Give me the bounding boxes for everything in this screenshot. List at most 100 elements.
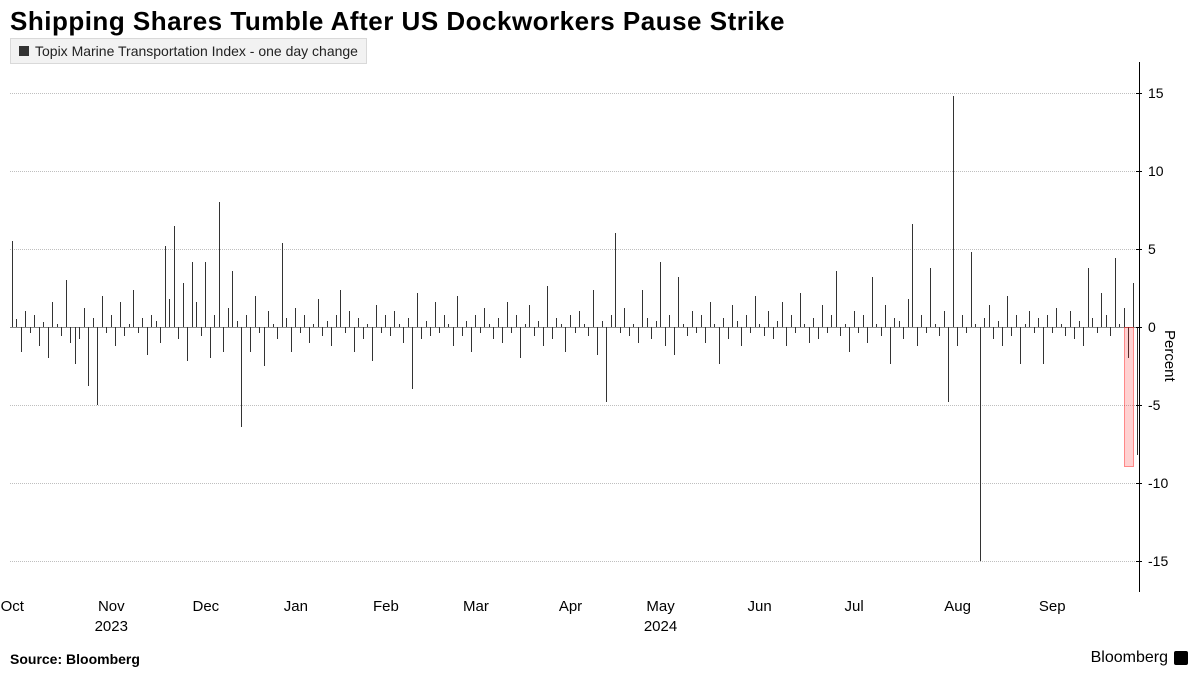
data-bar: [899, 321, 900, 327]
data-bar: [962, 315, 963, 327]
data-bar: [809, 327, 810, 343]
data-bar: [719, 327, 720, 364]
data-bar: [1079, 321, 1080, 327]
data-bar: [403, 327, 404, 343]
x-tick-label: Oct: [1, 598, 24, 615]
gridline: [10, 405, 1139, 406]
data-bar: [710, 302, 711, 327]
data-bar: [223, 327, 224, 352]
data-bar: [1038, 318, 1039, 327]
data-bar: [984, 318, 985, 327]
y-tick-label: -15: [1148, 553, 1168, 569]
data-bar: [714, 324, 715, 327]
data-bar: [552, 327, 553, 339]
data-bar: [295, 308, 296, 327]
data-bar: [953, 96, 954, 327]
data-bar: [701, 315, 702, 327]
data-bar: [457, 296, 458, 327]
x-tick-label: Apr: [559, 598, 582, 615]
data-bar: [160, 327, 161, 343]
data-bar: [683, 324, 684, 327]
data-bar: [975, 324, 976, 327]
y-tick-label: -5: [1148, 397, 1160, 413]
data-bar: [1097, 327, 1098, 333]
data-bar: [358, 318, 359, 327]
source-text: Source: Bloomberg: [10, 651, 140, 667]
data-bar: [1029, 311, 1030, 327]
data-bar: [822, 305, 823, 327]
data-bar: [1092, 318, 1093, 327]
data-bar: [971, 252, 972, 327]
data-bar: [1043, 327, 1044, 364]
data-bar: [498, 318, 499, 327]
data-bar: [448, 324, 449, 327]
data-bar: [309, 327, 310, 343]
data-bar: [602, 321, 603, 327]
data-bar: [493, 327, 494, 339]
data-bar: [399, 324, 400, 327]
data-bar: [1083, 327, 1084, 346]
data-bar: [16, 319, 17, 327]
data-bar: [723, 318, 724, 327]
data-bar: [331, 327, 332, 346]
data-bar: [944, 311, 945, 327]
data-bar: [147, 327, 148, 355]
data-bar: [827, 327, 828, 333]
data-bar: [831, 315, 832, 327]
data-bar: [174, 226, 175, 327]
x-tick-label: Nov: [98, 598, 125, 615]
data-bar: [1119, 324, 1120, 327]
y-tick: [1136, 249, 1142, 250]
data-bar: [196, 302, 197, 327]
data-bar: [502, 327, 503, 343]
data-bar: [795, 327, 796, 333]
data-bar: [764, 327, 765, 336]
data-bar: [759, 324, 760, 327]
data-bar: [412, 327, 413, 389]
data-bar: [435, 302, 436, 327]
data-bar: [858, 327, 859, 333]
data-bar: [138, 327, 139, 333]
data-bar: [930, 268, 931, 327]
gridline: [10, 249, 1139, 250]
data-bar: [890, 327, 891, 364]
legend: Topix Marine Transportation Index - one …: [10, 38, 367, 64]
data-bar: [665, 327, 666, 346]
data-bar: [1047, 315, 1048, 327]
data-bar: [741, 327, 742, 346]
data-bar: [1115, 258, 1116, 327]
data-bar: [394, 311, 395, 327]
data-bar: [79, 327, 80, 339]
data-bar: [439, 327, 440, 333]
data-bar: [885, 305, 886, 327]
data-bar: [12, 241, 13, 327]
data-bar: [349, 311, 350, 327]
data-bar: [687, 327, 688, 336]
data-bar: [957, 327, 958, 346]
brand: Bloomberg: [1091, 649, 1188, 667]
y-tick-label: 10: [1148, 163, 1164, 179]
data-bar: [575, 327, 576, 333]
x-tick-label: Jul: [845, 598, 864, 615]
data-bar: [192, 262, 193, 327]
data-bar: [471, 327, 472, 352]
data-bar: [629, 327, 630, 336]
data-bar: [381, 327, 382, 333]
data-bar: [520, 327, 521, 358]
data-bar: [133, 290, 134, 327]
highlight-box: [1124, 327, 1134, 467]
y-tick: [1136, 171, 1142, 172]
data-bar: [777, 321, 778, 327]
y-tick: [1136, 561, 1142, 562]
data-bar: [318, 299, 319, 327]
data-bar: [903, 327, 904, 339]
data-bar: [106, 327, 107, 333]
data-bar: [246, 315, 247, 327]
data-bar: [1056, 308, 1057, 327]
data-bar: [313, 324, 314, 327]
x-tick-label: May: [646, 598, 674, 615]
data-bar: [88, 327, 89, 386]
data-bar: [385, 315, 386, 327]
data-bar: [620, 327, 621, 333]
data-bar: [881, 327, 882, 336]
